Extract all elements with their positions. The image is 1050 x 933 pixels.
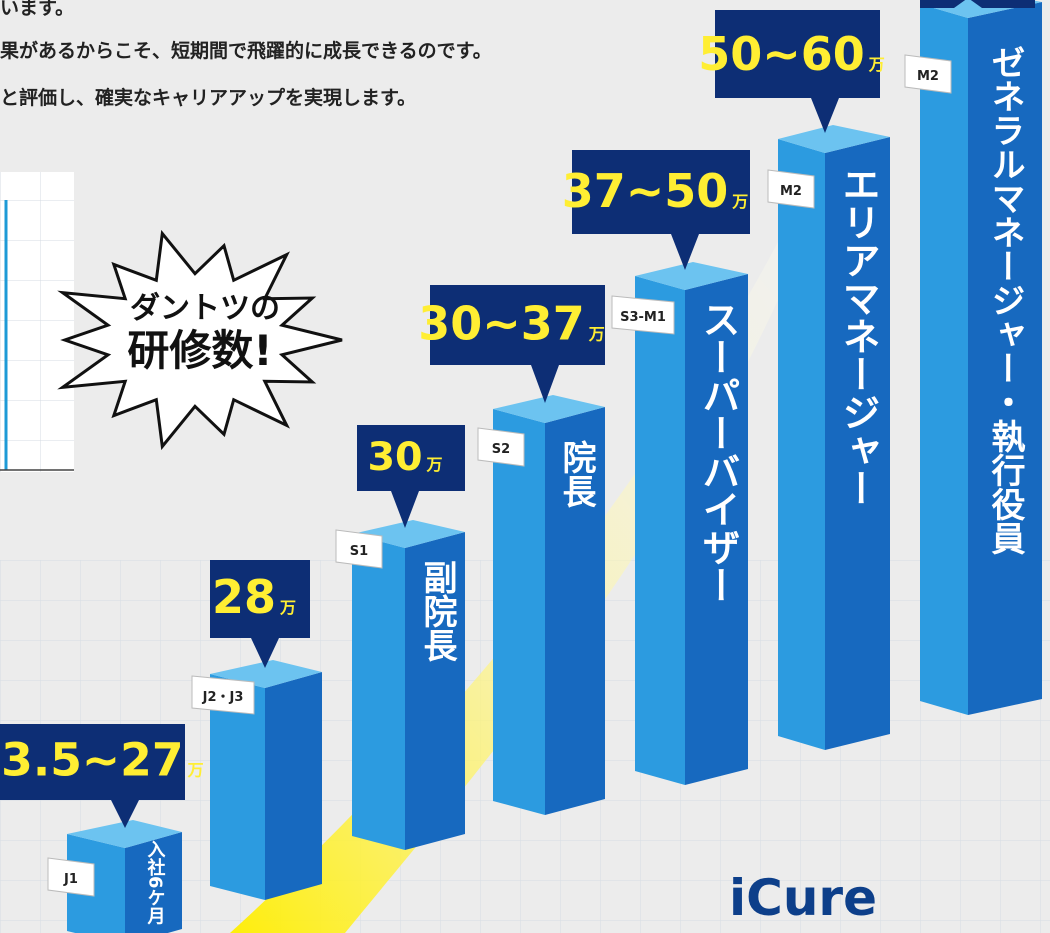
salary-callout — [430, 285, 605, 403]
salary-value: 28 万 — [212, 570, 296, 624]
bar-front — [920, 4, 968, 715]
salary-amount: 28 — [212, 570, 276, 624]
role-label: 副院長 — [417, 560, 457, 663]
salary-amount: 30~37 — [418, 296, 585, 350]
salary-unit: 万 — [279, 598, 296, 617]
salary-callout — [0, 724, 185, 828]
salary-value: 23.5~27万 — [0, 734, 204, 787]
salary-unit: 万 — [588, 324, 605, 343]
bar-front — [210, 674, 265, 900]
bar-front — [493, 409, 545, 815]
grade-label: S3-M1 — [620, 310, 666, 325]
bar-top — [493, 395, 605, 423]
bar-top — [778, 125, 890, 153]
salary-callout — [572, 150, 750, 270]
salary-unit: 万 — [868, 55, 885, 74]
salary-value: 30 万 — [367, 434, 442, 480]
step: M2 ゼネラルマネージャー・執行役員 — [904, 0, 1042, 715]
badge-line: ダントツの — [130, 291, 280, 326]
intro-line: います。 — [0, 0, 74, 19]
bar-front — [352, 534, 405, 850]
bar-side — [968, 2, 1042, 715]
salary-callout — [210, 560, 310, 668]
bar-side — [265, 672, 322, 900]
bar-front — [778, 139, 825, 750]
bar-side — [405, 532, 465, 850]
bar-side — [125, 832, 182, 933]
grade-label: M2 — [917, 69, 939, 84]
salary-unit: 万 — [426, 455, 443, 474]
badge-burst — [57, 229, 343, 451]
role-label: エリアマネージャー — [836, 165, 880, 507]
bar-top — [635, 262, 748, 290]
salary-callout — [357, 425, 465, 528]
grade-tag — [191, 675, 255, 715]
salary-value: 50~60 万 — [698, 27, 885, 81]
bar-side — [825, 137, 890, 750]
intro-line: 果があるからこそ、短期間で飛躍的に成長できるのです。 — [0, 39, 492, 62]
bar-front — [67, 834, 125, 933]
grade-tag — [767, 169, 815, 209]
grade-label: S2 — [492, 442, 510, 457]
grade-tag — [904, 54, 952, 94]
salary-amount: 37~50 — [562, 164, 729, 218]
salary-callout — [715, 10, 880, 133]
salary-amount: 50~60 — [698, 27, 865, 81]
salary-unit: 万 — [187, 761, 204, 780]
role-label: 院長 — [556, 439, 596, 509]
grade-label: S1 — [350, 544, 368, 559]
step: J1 入社6ケ月 23.5~27万 — [0, 724, 204, 933]
role-label: 入社6ケ月 — [145, 840, 167, 926]
bar-front — [635, 276, 685, 785]
bar-side — [685, 274, 748, 785]
grade-tag — [611, 295, 675, 335]
salary-value: 37~50 万 — [562, 164, 749, 218]
bar-side — [545, 407, 605, 815]
salary-amount: 30 — [367, 434, 422, 480]
grade-label: J1 — [63, 872, 78, 887]
grade-tag — [47, 857, 95, 897]
badge-line: 研修数! — [127, 326, 272, 375]
grade-label: M2 — [780, 184, 802, 199]
salary-callout — [920, 0, 1035, 8]
salary-value: 30~37 万 — [418, 296, 605, 350]
chart-fragment — [0, 172, 74, 472]
salary-amount: 23.5~27 — [0, 734, 184, 787]
step: J2・J3 28 万 — [191, 560, 322, 900]
step: S1 副院長 30 万 — [335, 425, 465, 850]
salary-unit: 万 — [731, 192, 748, 211]
grade-tag — [477, 427, 525, 467]
role-label: スーパーバイザー — [696, 300, 740, 604]
role-label: ゼネラルマネージャー・執行役員 — [985, 45, 1025, 555]
logo: iCure — [729, 869, 877, 927]
grade-label: J2・J3 — [202, 690, 244, 705]
grade-tag — [335, 529, 383, 569]
bar-top — [67, 820, 182, 848]
intro-line: と評価し、確実なキャリアアップを実現します。 — [0, 86, 416, 109]
